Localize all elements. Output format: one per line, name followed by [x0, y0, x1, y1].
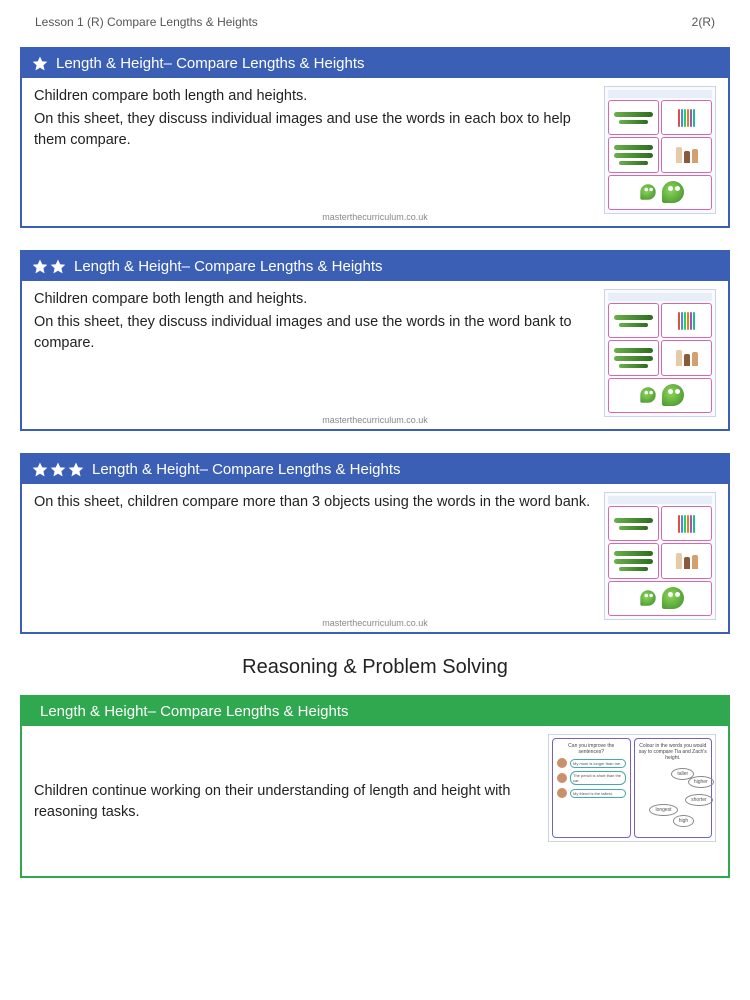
star-icon	[50, 462, 66, 478]
star-icon	[50, 259, 66, 275]
card-paragraph: Children compare both length and heights…	[34, 86, 596, 106]
card-paragraph: On this sheet, they discuss individual i…	[34, 312, 596, 353]
card-title: Length & Height– Compare Lengths & Heigh…	[56, 55, 365, 72]
card-header: Length & Height– Compare Lengths & Heigh…	[22, 252, 728, 281]
card-body: Children continue working on their under…	[22, 726, 728, 876]
worksheet-thumbnail	[604, 492, 716, 620]
lesson-label: Lesson 1 (R) Compare Lengths & Heights	[35, 15, 258, 29]
lesson-card: Length & Height– Compare Lengths & Heigh…	[20, 47, 730, 228]
card-title: Length & Height– Compare Lengths & Heigh…	[92, 461, 401, 478]
card-paragraph: On this sheet, children compare more tha…	[34, 492, 596, 512]
card-header: Length & Height– Compare Lengths & Heigh…	[22, 49, 728, 78]
star-icon	[32, 56, 48, 72]
reasoning-thumbnail: Can you improve the sentences? My mum is…	[548, 734, 716, 842]
lesson-card: Length & Height– Compare Lengths & Heigh…	[20, 453, 730, 634]
difficulty-stars	[32, 259, 66, 275]
worksheet-thumbnail	[604, 289, 716, 417]
lesson-card: Length & Height– Compare Lengths & Heigh…	[20, 250, 730, 431]
star-icon	[32, 462, 48, 478]
card-body: On this sheet, children compare more tha…	[22, 484, 728, 632]
card-text: Children compare both length and heights…	[34, 289, 604, 425]
card-paragraph: On this sheet, they discuss individual i…	[34, 109, 596, 150]
worksheet-thumbnail	[604, 86, 716, 214]
difficulty-stars	[32, 462, 84, 478]
card-text: Children compare both length and heights…	[34, 86, 604, 222]
card-body: Children compare both length and heights…	[22, 78, 728, 226]
card-header: Length & Height– Compare Lengths & Heigh…	[22, 697, 728, 726]
card-title: Length & Height– Compare Lengths & Heigh…	[40, 703, 349, 720]
page-header: Lesson 1 (R) Compare Lengths & Heights 2…	[20, 15, 730, 29]
star-icon	[32, 259, 48, 275]
watermark: masterthecurriculum.co.uk	[322, 618, 428, 628]
page-number: 2(R)	[692, 15, 715, 29]
watermark: masterthecurriculum.co.uk	[322, 212, 428, 222]
section-title: Reasoning & Problem Solving	[20, 656, 730, 679]
card-title: Length & Height– Compare Lengths & Heigh…	[74, 258, 383, 275]
card-paragraph: Children continue working on their under…	[34, 781, 540, 822]
card-paragraph: Children compare both length and heights…	[34, 289, 596, 309]
card-body: Children compare both length and heights…	[22, 281, 728, 429]
lesson-card: Length & Height– Compare Lengths & Heigh…	[20, 695, 730, 878]
card-header: Length & Height– Compare Lengths & Heigh…	[22, 455, 728, 484]
watermark: masterthecurriculum.co.uk	[322, 415, 428, 425]
difficulty-stars	[32, 56, 48, 72]
card-text: Children continue working on their under…	[34, 734, 548, 872]
card-text: On this sheet, children compare more tha…	[34, 492, 604, 628]
star-icon	[68, 462, 84, 478]
